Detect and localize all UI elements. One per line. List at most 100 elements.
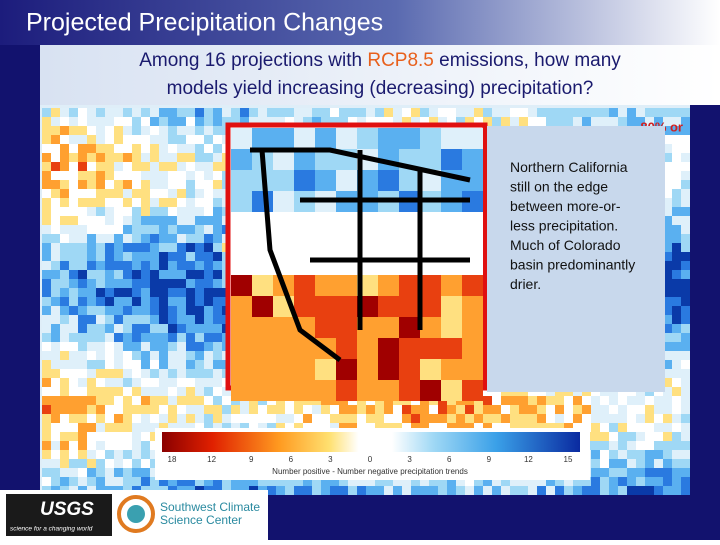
map-cell bbox=[627, 396, 636, 405]
map-cell bbox=[294, 405, 303, 414]
colorbar-tick-label: 15 bbox=[564, 455, 573, 464]
inset-cell bbox=[441, 380, 462, 401]
map-cell bbox=[96, 207, 105, 216]
map-cell bbox=[465, 414, 474, 423]
map-cell bbox=[141, 144, 150, 153]
map-cell bbox=[177, 414, 186, 423]
map-cell bbox=[681, 387, 690, 396]
map-cell bbox=[132, 144, 141, 153]
inset-cell bbox=[294, 170, 315, 191]
map-cell bbox=[672, 432, 681, 441]
map-cell bbox=[546, 423, 555, 432]
map-cell bbox=[681, 279, 690, 288]
map-cell bbox=[429, 108, 438, 117]
map-cell bbox=[159, 162, 168, 171]
map-cell bbox=[672, 225, 681, 234]
colorbar-tick-label: 6 bbox=[447, 455, 452, 464]
map-cell bbox=[195, 342, 204, 351]
map-cell bbox=[339, 405, 348, 414]
map-cell bbox=[618, 450, 627, 459]
map-cell bbox=[600, 468, 609, 477]
map-cell bbox=[168, 171, 177, 180]
map-cell bbox=[420, 414, 429, 423]
map-cell bbox=[150, 288, 159, 297]
map-cell bbox=[96, 342, 105, 351]
map-cell bbox=[213, 360, 222, 369]
map-cell bbox=[321, 423, 330, 432]
map-cell bbox=[672, 486, 681, 495]
inset-cell bbox=[336, 170, 357, 191]
map-cell bbox=[672, 387, 681, 396]
colorbar-tick-label: 12 bbox=[524, 455, 533, 464]
map-cell bbox=[321, 117, 330, 126]
map-cell bbox=[114, 189, 123, 198]
map-cell bbox=[69, 459, 78, 468]
swcsc-name: Science Center bbox=[160, 513, 242, 527]
map-cell bbox=[177, 351, 186, 360]
map-cell bbox=[357, 108, 366, 117]
map-cell bbox=[564, 477, 573, 486]
map-cell bbox=[150, 450, 159, 459]
map-cell bbox=[123, 162, 132, 171]
map-cell bbox=[681, 468, 690, 477]
map-cell bbox=[213, 396, 222, 405]
map-cell bbox=[177, 225, 186, 234]
map-cell bbox=[483, 423, 492, 432]
map-cell bbox=[132, 207, 141, 216]
map-cell bbox=[168, 378, 177, 387]
map-cell bbox=[663, 297, 672, 306]
map-cell bbox=[177, 360, 186, 369]
map-cell bbox=[159, 117, 168, 126]
map-cell bbox=[564, 423, 573, 432]
map-cell bbox=[663, 144, 672, 153]
map-cell bbox=[285, 405, 294, 414]
map-cell bbox=[132, 450, 141, 459]
map-cell bbox=[186, 234, 195, 243]
map-cell bbox=[150, 153, 159, 162]
map-cell bbox=[231, 108, 240, 117]
map-cell bbox=[204, 225, 213, 234]
inset-cell bbox=[315, 128, 336, 149]
map-cell bbox=[159, 153, 168, 162]
map-cell bbox=[78, 387, 87, 396]
map-cell bbox=[222, 423, 231, 432]
map-cell bbox=[60, 315, 69, 324]
map-cell bbox=[492, 405, 501, 414]
inset-cell bbox=[231, 170, 252, 191]
colorbar-ticks: 18 12 9 6 3 0 3 6 9 12 15 bbox=[168, 455, 573, 464]
map-cell bbox=[213, 333, 222, 342]
map-cell bbox=[618, 441, 627, 450]
map-cell bbox=[231, 117, 240, 126]
map-cell bbox=[105, 162, 114, 171]
map-cell bbox=[114, 369, 123, 378]
map-cell bbox=[204, 252, 213, 261]
map-cell bbox=[591, 477, 600, 486]
inset-cell bbox=[336, 359, 357, 380]
map-cell bbox=[105, 270, 114, 279]
map-cell bbox=[78, 315, 87, 324]
map-cell bbox=[591, 117, 600, 126]
map-cell bbox=[663, 324, 672, 333]
map-cell bbox=[348, 405, 357, 414]
map-cell bbox=[132, 342, 141, 351]
map-cell bbox=[69, 405, 78, 414]
map-cell bbox=[132, 477, 141, 486]
map-cell bbox=[375, 108, 384, 117]
map-cell bbox=[186, 243, 195, 252]
map-cell bbox=[87, 468, 96, 477]
map-cell bbox=[168, 126, 177, 135]
map-cell bbox=[681, 234, 690, 243]
map-cell bbox=[78, 369, 87, 378]
map-cell bbox=[78, 360, 87, 369]
colorbar-tick-label: 0 bbox=[368, 455, 373, 464]
map-cell bbox=[681, 135, 690, 144]
map-cell bbox=[186, 144, 195, 153]
map-cell bbox=[69, 288, 78, 297]
map-cell bbox=[339, 423, 348, 432]
map-cell bbox=[681, 486, 690, 495]
map-cell bbox=[96, 369, 105, 378]
map-cell bbox=[123, 180, 132, 189]
map-cell bbox=[492, 414, 501, 423]
map-cell bbox=[168, 207, 177, 216]
map-cell bbox=[105, 252, 114, 261]
